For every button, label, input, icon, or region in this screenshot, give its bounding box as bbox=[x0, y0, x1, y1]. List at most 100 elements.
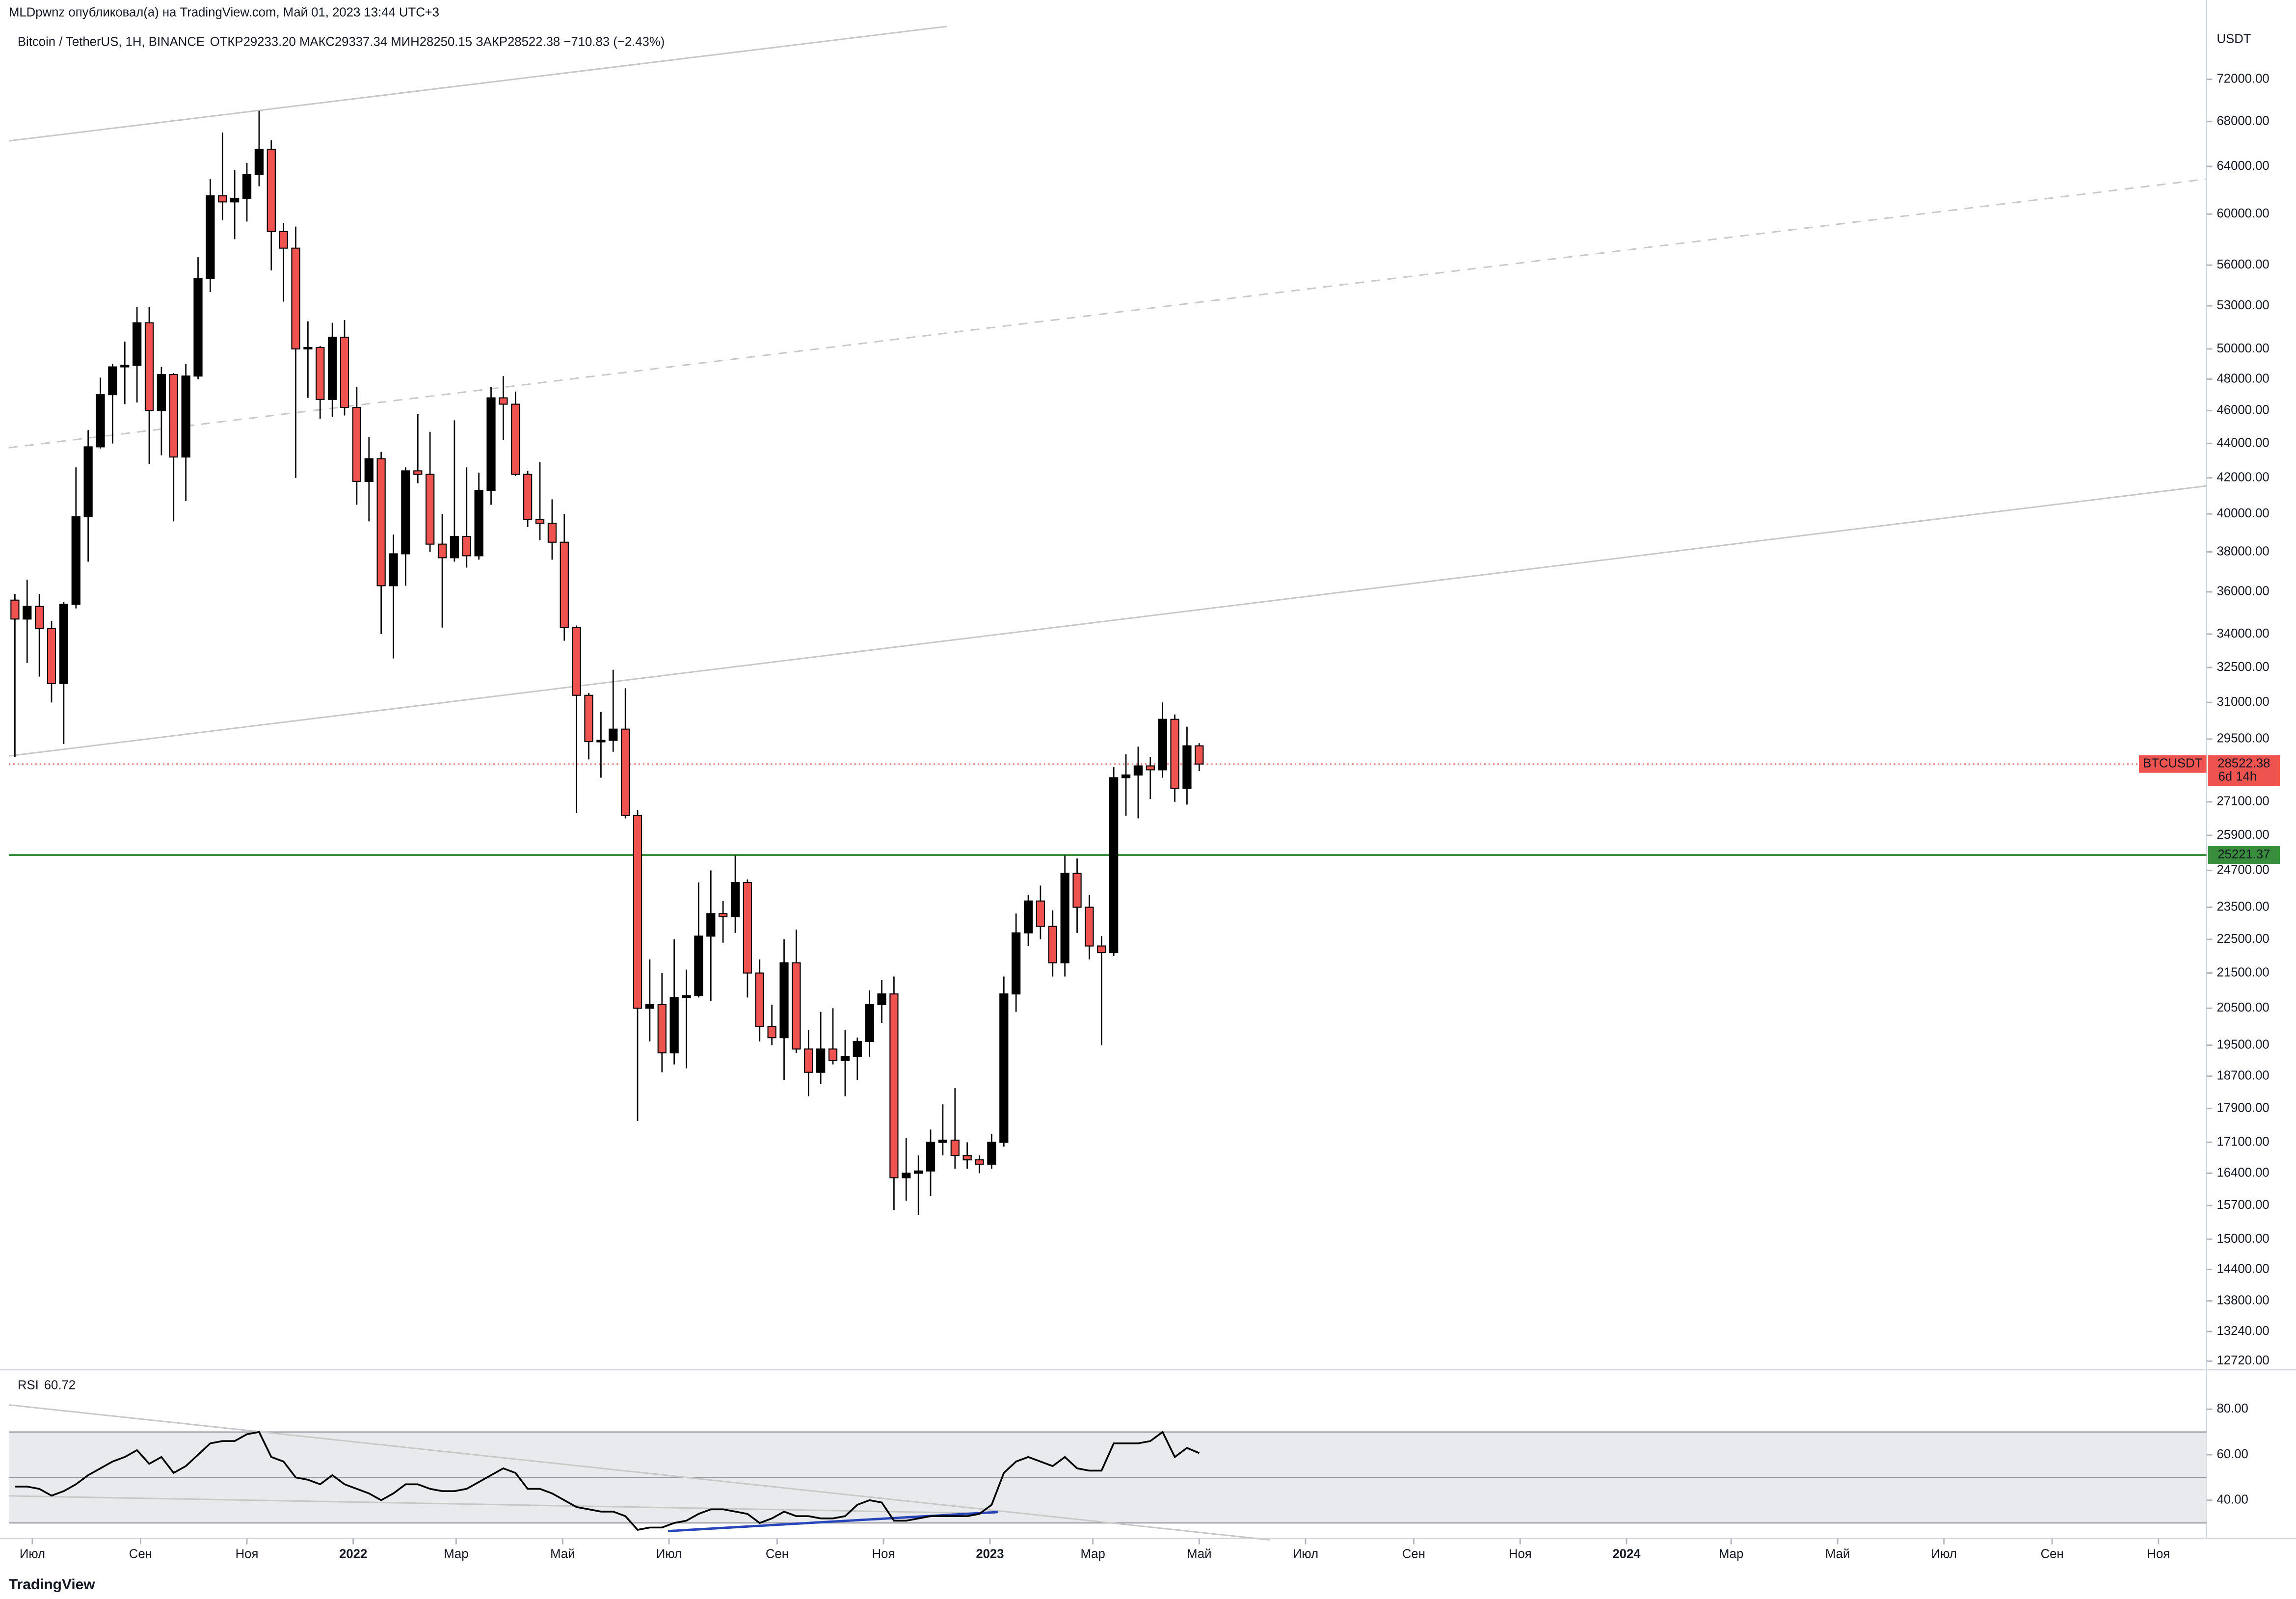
price-label: 28522.38 bbox=[2217, 757, 2270, 771]
candle-body bbox=[108, 366, 117, 396]
candle-body bbox=[535, 519, 545, 524]
candle-body bbox=[694, 935, 703, 996]
candle-body bbox=[328, 337, 337, 400]
y-tick-label: 53000.00 bbox=[2216, 298, 2269, 312]
y-tick-label: 27100.00 bbox=[2216, 795, 2269, 808]
trend-line bbox=[8, 178, 2207, 449]
candle-body bbox=[1036, 900, 1045, 927]
candle-body bbox=[645, 1004, 655, 1009]
y-tick-label: 32500.00 bbox=[2216, 660, 2269, 674]
candle-body bbox=[1182, 745, 1192, 789]
candle-body bbox=[218, 195, 227, 203]
y-tick-label: 40000.00 bbox=[2216, 506, 2269, 520]
y-tick-label: 15700.00 bbox=[2216, 1198, 2269, 1212]
y-tick-label: 15000.00 bbox=[2216, 1232, 2269, 1246]
candle-body bbox=[181, 375, 190, 458]
candle-body bbox=[389, 553, 398, 586]
candle-body bbox=[96, 394, 105, 448]
y-tick-label: 46000.00 bbox=[2216, 403, 2269, 417]
x-tick-label: Мар bbox=[1719, 1547, 1743, 1561]
candle-body bbox=[1133, 765, 1143, 776]
symbol-label-box bbox=[2138, 755, 2207, 773]
y-axis-label: USDT bbox=[2216, 32, 2251, 46]
symbol-label: BTCUSDT bbox=[2143, 757, 2203, 771]
y-tick-label: 16400.00 bbox=[2216, 1166, 2269, 1179]
x-tick-label: Сен bbox=[1402, 1547, 1425, 1561]
candle-body bbox=[474, 489, 483, 557]
candle-body bbox=[254, 149, 264, 175]
y-tick-label: 24700.00 bbox=[2216, 863, 2269, 877]
x-tick-label: 2024 bbox=[1612, 1547, 1641, 1561]
y-tick-label: 38000.00 bbox=[2216, 544, 2269, 558]
candle-body bbox=[1072, 873, 1082, 908]
candle-body bbox=[1012, 932, 1021, 995]
legend-values: ОТКР29233.20 МАКС29337.34 МИН28250.15 ЗА… bbox=[210, 35, 665, 49]
y-tick-label: 17100.00 bbox=[2216, 1135, 2269, 1148]
x-tick-label: Май bbox=[550, 1547, 575, 1561]
candle-body bbox=[987, 1142, 996, 1165]
candle-body bbox=[572, 627, 581, 696]
candle-body bbox=[853, 1040, 862, 1058]
candle-body bbox=[413, 470, 423, 475]
chart-title: Bitcoin / TetherUS, 1Н, BINANCE bbox=[18, 35, 205, 49]
rsi-label: RSI bbox=[18, 1378, 39, 1392]
x-tick-label: Сен bbox=[129, 1547, 152, 1561]
y-tick-label: 22500.00 bbox=[2216, 932, 2269, 946]
candle-body bbox=[609, 728, 618, 741]
rsi-value: 60.72 bbox=[44, 1378, 76, 1392]
trend-line bbox=[8, 485, 2207, 757]
candle-body bbox=[316, 346, 325, 400]
y-tick-label: 18700.00 bbox=[2216, 1069, 2269, 1083]
candle-body bbox=[364, 458, 374, 482]
candle-body bbox=[1170, 719, 1179, 789]
candle-body bbox=[1158, 719, 1167, 771]
candle-body bbox=[706, 913, 716, 937]
candle-body bbox=[120, 365, 130, 368]
y-tick-label: 13240.00 bbox=[2216, 1324, 2269, 1338]
rsi-y-tick-label: 60.00 bbox=[2216, 1447, 2248, 1461]
candle-body bbox=[83, 446, 93, 517]
candle-body bbox=[621, 728, 630, 816]
candle-body bbox=[999, 993, 1009, 1143]
candle-body bbox=[303, 346, 313, 350]
candle-body bbox=[914, 1170, 923, 1174]
candle-body bbox=[1121, 774, 1131, 778]
candle-body bbox=[193, 278, 203, 377]
candle-body bbox=[23, 606, 32, 620]
candle-body bbox=[340, 337, 349, 408]
candle-body bbox=[657, 1004, 667, 1054]
candle-body bbox=[144, 322, 154, 411]
candle-body bbox=[279, 231, 288, 249]
x-tick-label: Сен bbox=[2041, 1547, 2064, 1561]
x-tick-label: Ноя bbox=[236, 1547, 259, 1561]
x-tick-label: 2022 bbox=[339, 1547, 367, 1561]
candle-body bbox=[1085, 906, 1094, 947]
candle-body bbox=[902, 1173, 911, 1178]
candle-body bbox=[450, 536, 459, 559]
candle-body bbox=[267, 149, 276, 232]
x-tick-label: Мар bbox=[444, 1547, 468, 1561]
candle-body bbox=[1195, 745, 1204, 765]
candle-body bbox=[889, 993, 899, 1178]
countdown-label: 6d 14h bbox=[2218, 770, 2257, 783]
candle-body bbox=[560, 541, 569, 628]
x-tick-label: Июл bbox=[1931, 1547, 1957, 1561]
candle-body bbox=[792, 962, 801, 1050]
candle-body bbox=[437, 543, 447, 559]
candle-body bbox=[157, 374, 166, 411]
candle-body bbox=[719, 913, 728, 917]
y-tick-label: 36000.00 bbox=[2216, 585, 2269, 598]
candle-body bbox=[975, 1159, 984, 1165]
x-tick-label: Май bbox=[1187, 1547, 1211, 1561]
footer-logo: TradingView bbox=[9, 1576, 95, 1593]
y-tick-label: 34000.00 bbox=[2216, 627, 2269, 640]
candle-body bbox=[462, 536, 471, 557]
candle-body bbox=[10, 599, 20, 620]
candle-body bbox=[169, 374, 178, 458]
candle-body bbox=[352, 407, 362, 482]
candle-body bbox=[767, 1026, 776, 1039]
candle-body bbox=[291, 247, 300, 350]
y-tick-label: 68000.00 bbox=[2216, 114, 2269, 128]
y-tick-label: 14400.00 bbox=[2216, 1262, 2269, 1276]
